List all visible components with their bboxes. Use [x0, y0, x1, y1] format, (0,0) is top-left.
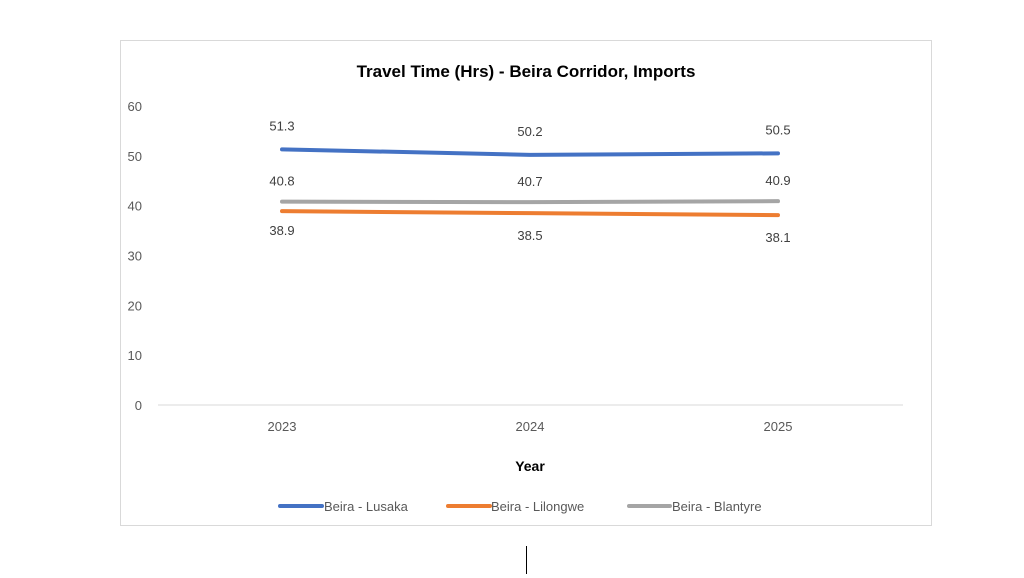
x-tick-label: 2023 [268, 419, 297, 434]
chart-title: Travel Time (Hrs) - Beira Corridor, Impo… [357, 62, 696, 81]
data-label: 51.3 [269, 118, 294, 133]
data-label: 40.8 [269, 174, 294, 189]
data-label: 38.1 [765, 230, 790, 245]
legend-label: Beira - Lilongwe [491, 499, 584, 514]
data-label: 40.7 [517, 174, 542, 189]
data-label: 40.9 [765, 173, 790, 188]
x-axis-title: Year [515, 458, 545, 474]
series-line-2 [280, 209, 780, 218]
legend-label: Beira - Lusaka [324, 499, 409, 514]
data-label: 50.5 [765, 122, 790, 137]
x-tick-label: 2025 [764, 419, 793, 434]
y-tick-label: 0 [135, 398, 142, 413]
chart-frame [120, 40, 932, 526]
data-label: 50.2 [517, 124, 542, 139]
y-tick-label: 10 [128, 348, 142, 363]
y-tick-label: 20 [128, 298, 142, 313]
y-tick-label: 30 [128, 249, 142, 264]
series-line-1 [280, 147, 780, 157]
legend-label: Beira - Blantyre [672, 499, 762, 514]
x-tick-label: 2024 [516, 419, 545, 434]
data-label: 38.9 [269, 223, 294, 238]
series-line-3 [280, 199, 780, 205]
y-tick-label: 40 [128, 199, 142, 214]
text-cursor [526, 546, 527, 574]
y-tick-label: 50 [128, 149, 142, 164]
y-tick-label: 60 [128, 99, 142, 114]
data-label: 38.5 [517, 228, 542, 243]
